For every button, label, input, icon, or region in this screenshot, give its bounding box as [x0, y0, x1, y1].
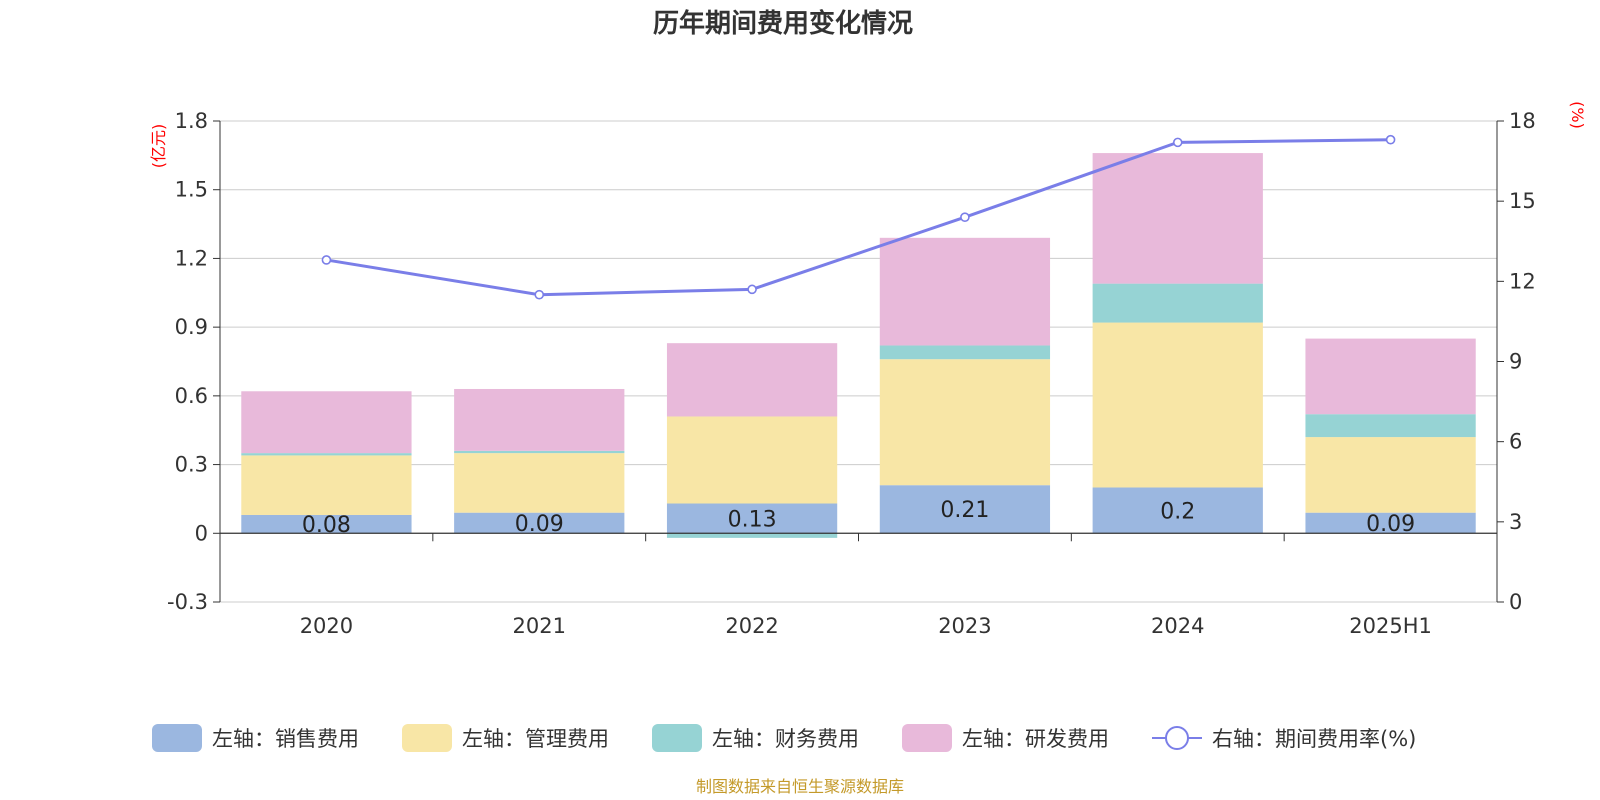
- bar-segment-2: [879, 359, 1051, 486]
- data-label: 0.09: [1366, 512, 1415, 537]
- bar-segment-4: [666, 343, 838, 417]
- x-tick-label: 2023: [938, 614, 991, 638]
- bar-segment-3: [241, 453, 412, 456]
- right-axis-unit: (%): [1568, 101, 1587, 129]
- legend-label-4: 左轴：研发费用: [962, 727, 1109, 751]
- bar-segment-3: [879, 345, 1051, 360]
- bar-segment-2: [241, 455, 412, 515]
- bar-segment-4: [1092, 153, 1263, 284]
- line-point: [1385, 134, 1396, 145]
- bar-segment-4: [1305, 338, 1476, 415]
- bar-segment-3: [454, 450, 625, 454]
- bar-segment-4: [241, 391, 412, 454]
- data-label: 0.21: [940, 498, 989, 523]
- right-tick-label: 15: [1509, 189, 1536, 213]
- left-tick-label: 1.5: [175, 178, 208, 202]
- legend-label-5: 右轴：期间费用率(%): [1212, 727, 1416, 751]
- bar-segment-2: [454, 453, 625, 513]
- bar-segment-1: [1092, 487, 1263, 534]
- x-tick-label: 2020: [300, 614, 353, 638]
- bar-segment-2: [1305, 437, 1476, 513]
- bar-segment-2: [666, 416, 838, 504]
- data-label: 0.08: [302, 513, 351, 538]
- chart-title: 历年期间费用变化情况: [653, 8, 913, 39]
- legend: 左轴：销售费用 左轴：管理费用 左轴：财务费用 左轴：研发费用 右轴：期间费用率(%): [152, 724, 1416, 752]
- line-series-path: [326, 138, 1391, 297]
- bar-segment-4: [879, 237, 1051, 346]
- x-tick-label: 2022: [725, 614, 778, 638]
- bar-segment-1: [454, 512, 625, 534]
- right-tick-label: 6: [1509, 430, 1522, 454]
- bar-segment-3: [666, 533, 838, 538]
- left-tick-label: 1.2: [175, 246, 208, 270]
- data-labels: 0.08 0.09 0.13 0.21 0.2 0.09: [302, 498, 1415, 538]
- legend-swatch-2: [402, 724, 452, 752]
- bar-segment-1: [241, 514, 412, 534]
- source-note: 制图数据来自恒生聚源数据库: [696, 777, 904, 796]
- bar-segment-1: [666, 503, 838, 534]
- left-tick-label: 1.8: [175, 109, 208, 133]
- bar-segment-3: [1092, 283, 1263, 323]
- legend-label-3: 左轴：财务费用: [712, 727, 859, 751]
- line-point: [960, 212, 970, 222]
- left-tick-label: -0.3: [167, 590, 208, 614]
- bar-segment-1: [1305, 512, 1476, 534]
- left-tick-label: 0: [195, 521, 208, 545]
- data-label: 0.13: [728, 507, 777, 532]
- left-tick-label: 0.3: [175, 453, 208, 477]
- bar-segment-3: [1305, 414, 1476, 438]
- x-tick-label: 2021: [513, 614, 566, 638]
- bar-marks: [241, 153, 1476, 538]
- data-label: 0.09: [515, 512, 564, 537]
- right-tick-label: 12: [1509, 269, 1536, 293]
- line-point: [747, 284, 757, 295]
- data-label: 0.2: [1160, 499, 1195, 524]
- left-tick-label: 0.9: [175, 315, 208, 339]
- bar-segment-4: [454, 388, 625, 451]
- x-tick-label: 2025H1: [1349, 614, 1432, 638]
- x-tick-label: 2024: [1151, 614, 1204, 638]
- line-point: [1172, 137, 1183, 148]
- line-point: [321, 255, 332, 265]
- legend-label-2: 左轴：管理费用: [462, 727, 609, 751]
- axes: 1.8 1.5 1.2 0.9 0.6 0.3 0 -0.3 18 15 12 9 6 3 0 2020 202…: [167, 109, 1536, 638]
- right-tick-label: 9: [1509, 350, 1522, 374]
- legend-swatch-1: [152, 724, 202, 752]
- legend-swatch-3: [652, 724, 702, 752]
- legend-marker: [1165, 726, 1189, 750]
- right-tick-label: 18: [1509, 109, 1536, 133]
- left-axis-unit: (亿元): [149, 124, 168, 169]
- legend-swatch-4: [902, 724, 952, 752]
- legend-label-1: 左轴：销售费用: [212, 727, 359, 751]
- right-tick-label: 3: [1509, 510, 1522, 534]
- left-tick-label: 0.6: [175, 384, 208, 408]
- line-series: [321, 134, 1396, 300]
- grid-lines: [220, 120, 1497, 603]
- bar-segment-1: [879, 485, 1051, 534]
- right-tick-label: 0: [1509, 590, 1522, 614]
- bar-segment-2: [1092, 322, 1263, 488]
- line-point: [534, 289, 545, 300]
